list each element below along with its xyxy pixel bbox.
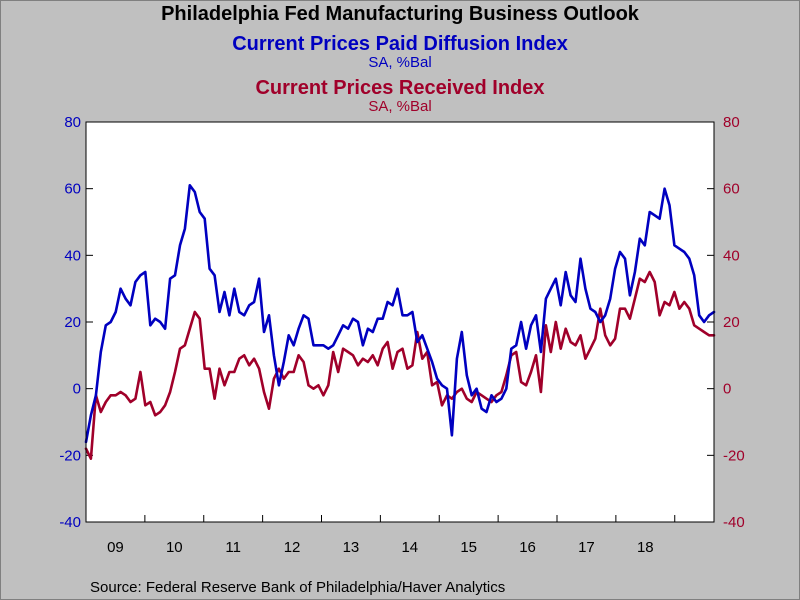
x-tick-label: 13 (343, 539, 360, 556)
y-tick-label-left: 80 (64, 114, 81, 131)
y-tick-label-left: -40 (59, 514, 81, 531)
x-tick-label: 16 (519, 539, 536, 556)
y-tick-label-right: 0 (723, 381, 731, 398)
series-title-paid: Current Prices Paid Diffusion Index (232, 33, 568, 55)
x-tick-label: 09 (107, 539, 124, 556)
series-line-prices-paid (84, 184, 716, 444)
x-tick-label: 18 (637, 539, 654, 556)
source-note: Source: Federal Reserve Bank of Philadel… (90, 579, 506, 596)
y-tick-label-left: 0 (73, 381, 81, 398)
x-tick-label: 11 (225, 539, 241, 556)
series-title-received: Current Prices Received Index (255, 77, 545, 99)
x-tick-label: 12 (284, 539, 301, 556)
y-tick-label-left: -20 (59, 447, 81, 464)
y-tick-label-left: 60 (64, 181, 81, 198)
y-tick-label-left: 40 (64, 247, 81, 264)
x-tick-label: 17 (578, 539, 595, 556)
series-unit-received: SA, %Bal (368, 98, 432, 115)
series-unit-paid: SA, %Bal (368, 54, 432, 71)
y-tick-label-right: -20 (723, 447, 745, 464)
y-tick-label-left: 20 (64, 314, 81, 331)
series-line-prices-received (84, 270, 716, 460)
x-tick-label: 15 (460, 539, 477, 556)
chart-title: Philadelphia Fed Manufacturing Business … (161, 3, 639, 25)
y-tick-label-right: 60 (723, 181, 740, 198)
x-tick-label: 14 (401, 539, 418, 556)
y-tick-label-right: 40 (723, 247, 740, 264)
y-tick-label-right: 20 (723, 314, 740, 331)
x-tick-label: 10 (166, 539, 183, 556)
plot-area (85, 121, 715, 523)
y-tick-label-right: 80 (723, 114, 740, 131)
y-tick-label-right: -40 (723, 514, 745, 531)
plot-border (85, 121, 715, 523)
